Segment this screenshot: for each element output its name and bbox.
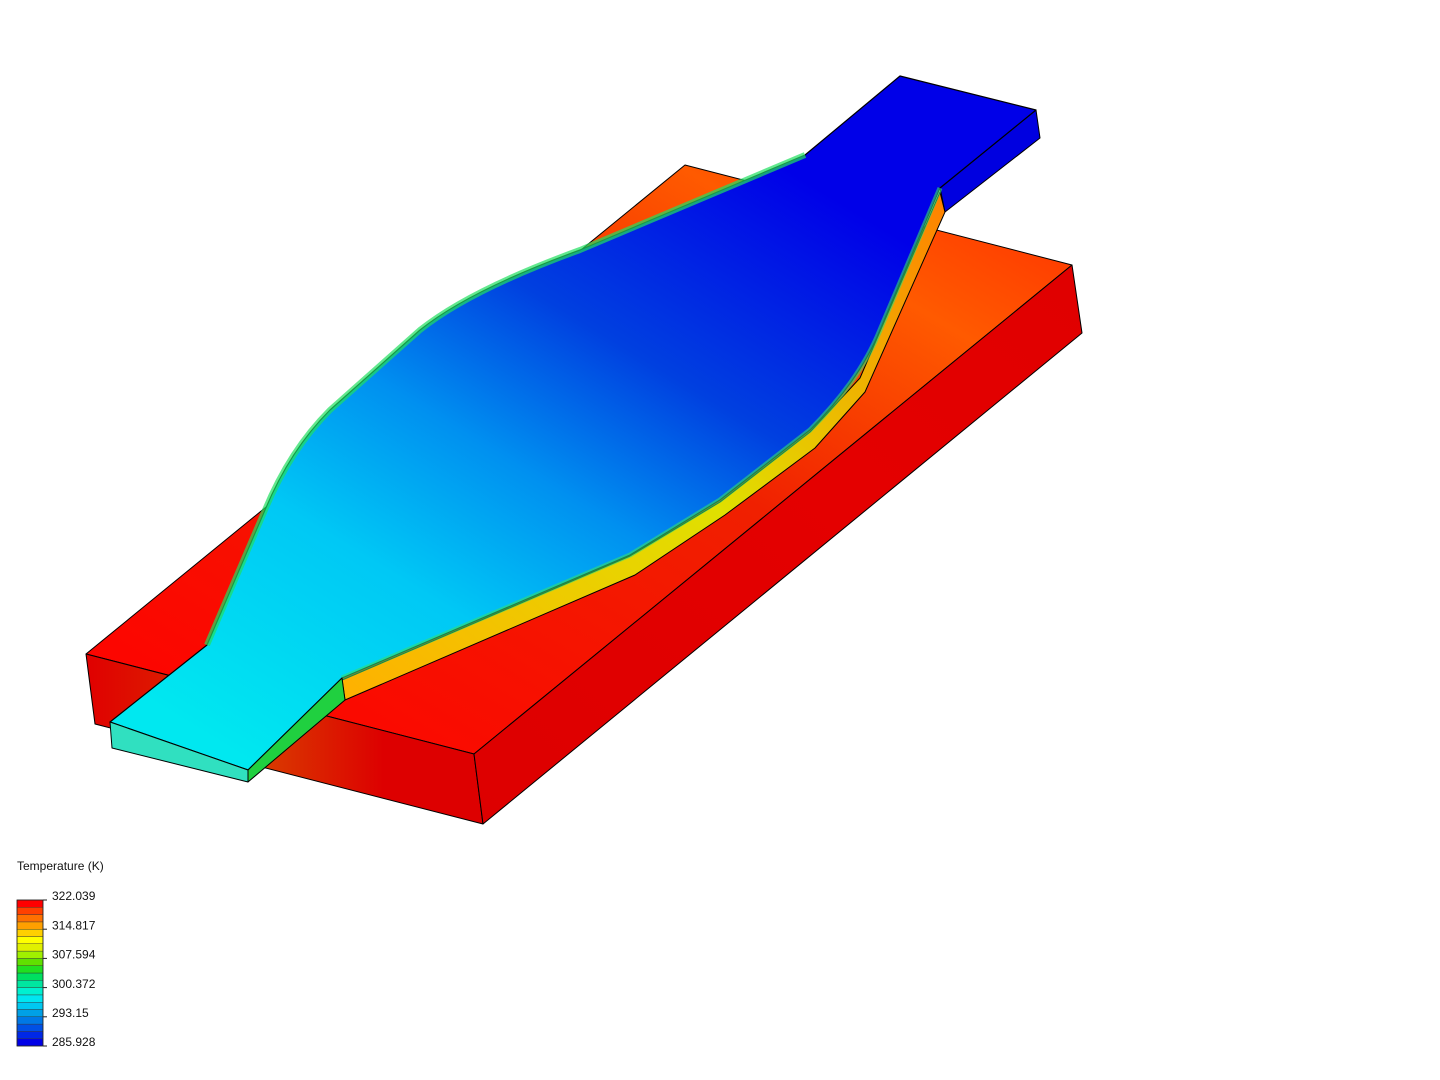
colorbar-band	[16, 936, 44, 945]
colorbar-band	[16, 899, 44, 908]
colorbar-band	[16, 1031, 44, 1039]
colorbar-tick-label: 300.372	[52, 977, 96, 991]
colorbar-tick-label: 307.594	[52, 948, 96, 962]
colorbar-tick-label: 322.039	[52, 889, 96, 903]
colorbar-band	[16, 943, 44, 952]
colorbar-band	[16, 972, 44, 981]
colorbar-band	[16, 980, 44, 988]
colorbar-frame	[16, 899, 44, 1047]
colorbar-band	[16, 1023, 44, 1032]
model	[85, 75, 1083, 825]
colorbar-band	[16, 907, 44, 915]
legend-title: Temperature (K)	[17, 859, 104, 873]
inlet-side	[247, 677, 346, 783]
colorbar-band	[16, 1009, 44, 1018]
colorbar-band	[16, 1016, 44, 1025]
colorbar-band	[16, 958, 44, 966]
colorbar-band	[16, 914, 44, 923]
colorbar-tick-label: 314.817	[52, 918, 96, 932]
colorbar-band	[16, 929, 44, 937]
colorbar-tick-label: 293.15	[52, 1006, 89, 1020]
colorbar-band	[16, 965, 44, 974]
colorbar-band	[16, 987, 44, 996]
fluid-edge	[341, 187, 943, 681]
colorbar-band	[16, 950, 44, 959]
fluid-edge	[204, 152, 807, 647]
colorbar-band	[16, 921, 44, 930]
legend: Temperature (K) 322.039 314.817 307.594 300…	[16, 859, 104, 1049]
colorbar-band	[16, 1038, 44, 1047]
colorbar-tick-label: 285.928	[52, 1035, 96, 1049]
plate-side	[473, 264, 1083, 825]
colorbar-band	[16, 994, 44, 1003]
colorbar-band	[16, 1002, 44, 1010]
